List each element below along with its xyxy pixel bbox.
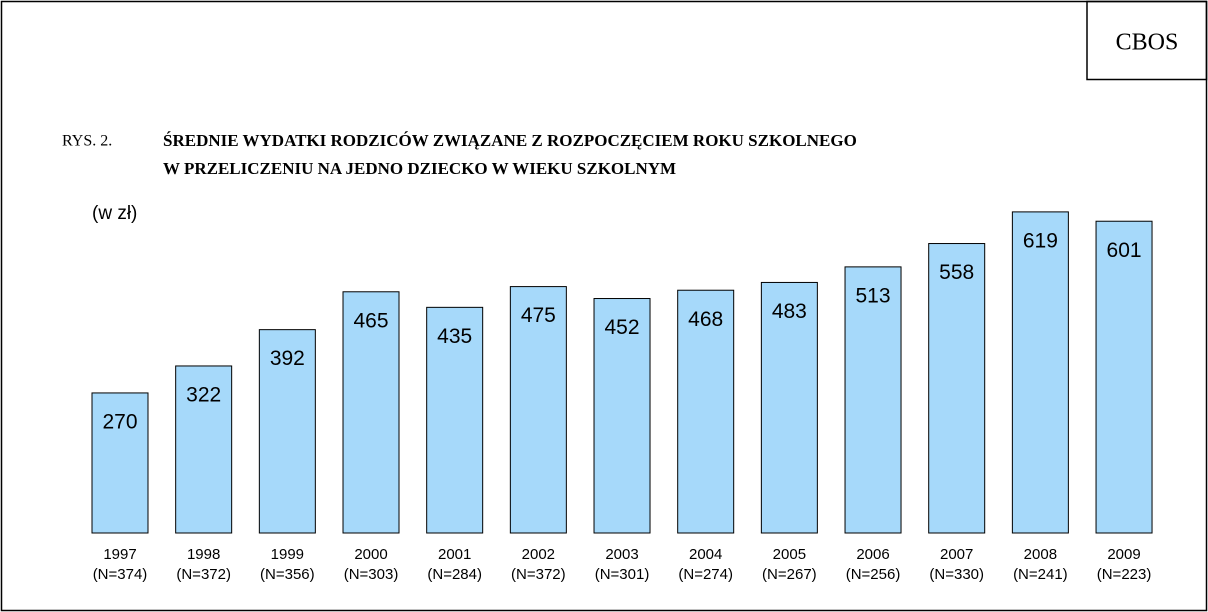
- sample-size: (N=330): [929, 566, 984, 583]
- value-label: 270: [102, 410, 137, 433]
- value-label: 468: [688, 308, 723, 331]
- sample-size: (N=372): [176, 566, 231, 583]
- bar: [509, 286, 567, 534]
- x-tick-label: 2004: [689, 546, 722, 563]
- value-label: 435: [437, 325, 472, 348]
- value-label: 475: [521, 304, 556, 327]
- sample-size: (N=241): [1013, 566, 1068, 583]
- x-tick-label: 2001: [438, 546, 471, 563]
- x-tick-label: 2007: [940, 546, 973, 563]
- value-label: 452: [604, 316, 639, 339]
- bar: [1011, 211, 1069, 534]
- bar: [1095, 220, 1153, 534]
- x-tick-label: 2009: [1107, 546, 1140, 563]
- x-tick-label: 2005: [773, 546, 806, 563]
- value-label: 465: [353, 309, 388, 332]
- figure-label: RYS. 2.: [62, 133, 112, 150]
- x-tick-label: 2003: [605, 546, 638, 563]
- bar: [342, 291, 400, 534]
- bar: [593, 298, 651, 534]
- value-label: 483: [772, 300, 807, 323]
- sample-size: (N=374): [93, 566, 148, 583]
- bar: [91, 392, 149, 534]
- sample-size: (N=372): [511, 566, 566, 583]
- sample-size: (N=267): [762, 566, 817, 583]
- brand-box: [1086, 0, 1208, 81]
- value-label: 322: [186, 384, 221, 407]
- chart-title: ŚREDNIE WYDATKI RODZICÓW ZWIĄZANE Z ROZP…: [163, 131, 857, 150]
- sample-size: (N=256): [846, 566, 901, 583]
- value-label: 513: [856, 284, 891, 307]
- sample-size: (N=301): [595, 566, 650, 583]
- x-tick-label: 2008: [1024, 546, 1057, 563]
- x-tick-label: 1999: [271, 546, 304, 563]
- sample-size: (N=223): [1097, 566, 1152, 583]
- bar: [844, 266, 902, 534]
- bar: [760, 281, 818, 534]
- brand: CBOS: [1116, 30, 1179, 56]
- bar: [175, 365, 233, 534]
- value-label: 392: [270, 347, 305, 370]
- unit-label: (w zł): [92, 203, 137, 224]
- chart-title: W PRZELICZENIU NA JEDNO DZIECKO W WIEKU …: [163, 159, 676, 178]
- sample-size: (N=274): [678, 566, 733, 583]
- x-tick-label: 2006: [856, 546, 889, 563]
- value-label: 558: [939, 261, 974, 284]
- sample-size: (N=356): [260, 566, 315, 583]
- x-tick-label: 2002: [522, 546, 555, 563]
- x-tick-label: 2000: [354, 546, 387, 563]
- sample-size: (N=303): [344, 566, 399, 583]
- value-label: 601: [1107, 239, 1142, 262]
- value-label: 619: [1023, 229, 1058, 252]
- bar: [677, 289, 735, 534]
- x-tick-label: 1997: [103, 546, 136, 563]
- bar: [258, 329, 316, 534]
- bar: [426, 306, 484, 534]
- x-tick-label: 1998: [187, 546, 220, 563]
- sample-size: (N=284): [427, 566, 482, 583]
- bar: [928, 243, 986, 534]
